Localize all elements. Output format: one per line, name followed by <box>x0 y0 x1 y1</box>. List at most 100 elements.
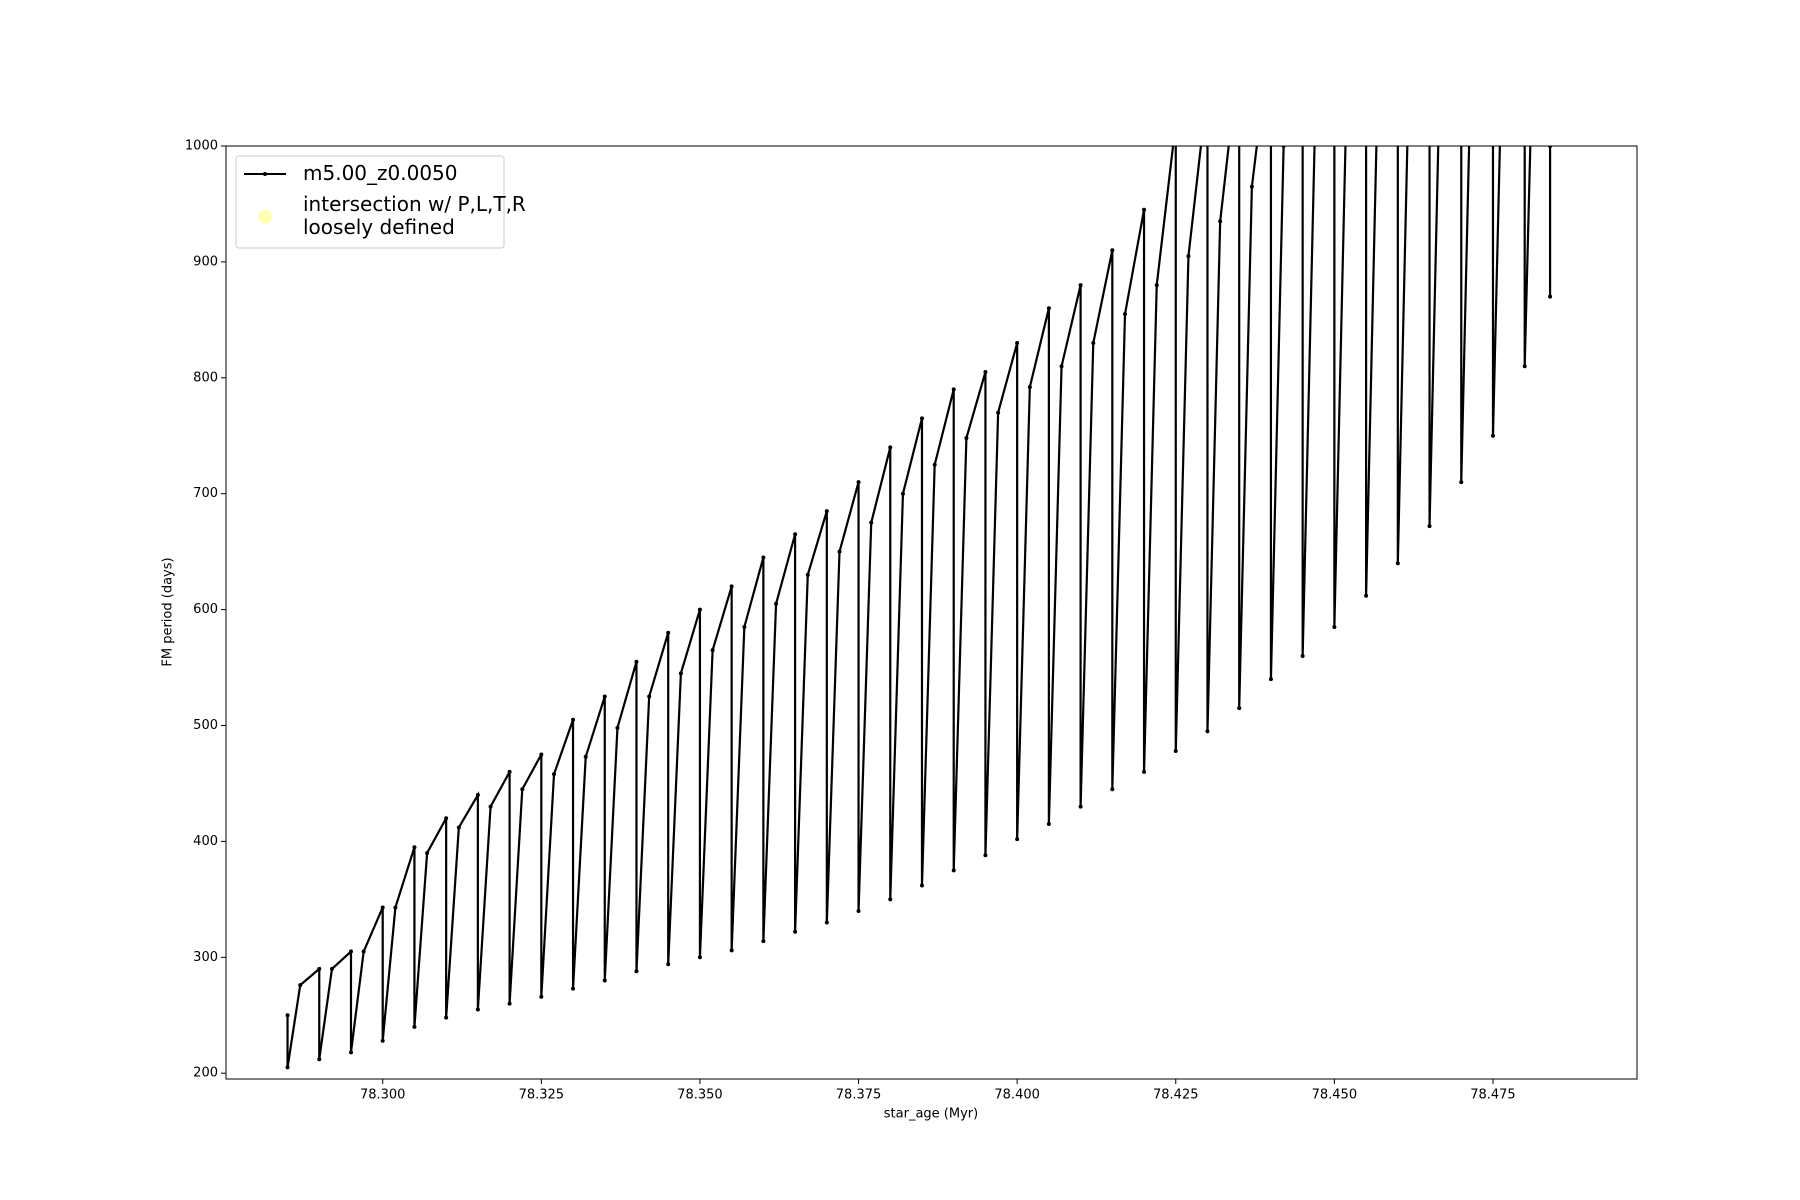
data-point <box>964 436 969 441</box>
y-tick-label: 600 <box>193 602 218 617</box>
data-point <box>1015 341 1020 346</box>
data-point <box>1364 593 1369 598</box>
x-axis-label: star_age (Myr) <box>884 1107 978 1122</box>
x-tick-label: 78.425 <box>1153 1088 1199 1103</box>
data-point <box>869 520 874 525</box>
data-point <box>900 491 905 496</box>
data-point <box>285 1013 290 1018</box>
data-point <box>1269 28 1273 32</box>
legend-label: intersection w/ P,L,T,R loosely defined <box>303 192 526 239</box>
data-point <box>996 410 1001 415</box>
data-point <box>1173 749 1178 754</box>
data-point <box>729 584 734 589</box>
x-tick-label: 78.450 <box>1312 1088 1358 1103</box>
data-line <box>286 146 1552 1068</box>
data-point <box>1186 254 1191 259</box>
data-point <box>666 962 671 967</box>
data-point <box>678 671 683 676</box>
data-point <box>1078 283 1083 288</box>
data-point <box>824 509 829 514</box>
data-point <box>1300 653 1305 658</box>
data-point <box>888 897 893 902</box>
data-point <box>729 948 734 953</box>
data-point <box>888 445 893 450</box>
data-point <box>1490 433 1495 438</box>
data-point <box>1046 822 1051 827</box>
data-point <box>983 370 988 375</box>
data-point <box>317 1057 322 1062</box>
data-point <box>1345 74 1349 78</box>
data-point <box>285 1065 290 1070</box>
data-point <box>412 845 417 850</box>
data-point <box>856 480 861 485</box>
data-point <box>793 929 798 934</box>
data-point <box>837 549 842 554</box>
data-point <box>1377 40 1381 44</box>
data-point <box>412 1024 417 1029</box>
data-point <box>507 1001 512 1006</box>
legend-box <box>235 155 505 249</box>
x-tick-label: 78.475 <box>1470 1088 1516 1103</box>
data-point <box>1015 837 1020 842</box>
data-point <box>634 659 639 664</box>
data-point <box>761 555 766 560</box>
y-tick-label: 500 <box>193 718 218 733</box>
data-point <box>1548 294 1553 299</box>
y-tick-label: 700 <box>193 486 218 501</box>
data-point <box>1091 341 1096 346</box>
y-tick-label: 200 <box>193 1066 218 1081</box>
legend: m5.00_z0.0050 intersection w/ P,L,T,R loos… <box>235 155 526 249</box>
data-point <box>1154 283 1159 288</box>
legend-label: m5.00_z0.0050 <box>303 161 458 185</box>
x-tick-label: 78.300 <box>360 1088 406 1103</box>
data-point <box>1459 480 1464 485</box>
data-point <box>1142 769 1147 774</box>
data-point <box>380 1038 385 1043</box>
data-point <box>615 725 620 730</box>
data-point <box>571 717 576 722</box>
data-point <box>475 1007 480 1012</box>
data-point <box>393 905 398 910</box>
data-point <box>329 966 334 971</box>
data-point <box>793 532 798 537</box>
data-point <box>425 850 430 855</box>
data-point <box>1237 706 1242 711</box>
data-point <box>380 905 385 910</box>
data-point <box>647 694 652 699</box>
x-tick-label: 78.325 <box>519 1088 565 1103</box>
data-point <box>1332 624 1337 629</box>
data-point <box>761 939 766 944</box>
data-point <box>1237 51 1241 55</box>
data-point <box>1110 787 1115 792</box>
data-point <box>1110 248 1115 253</box>
data-point <box>932 462 937 467</box>
data-point <box>983 853 988 858</box>
data-point <box>539 994 544 999</box>
data-point <box>317 966 322 971</box>
data-point <box>1059 364 1064 369</box>
axes-frame <box>225 145 1638 1080</box>
data-point <box>742 624 747 629</box>
data-point <box>348 949 353 954</box>
data-point <box>456 825 461 830</box>
data-point <box>1268 677 1273 682</box>
data-point <box>919 883 924 888</box>
data-point <box>919 416 924 421</box>
data-point <box>1027 385 1032 390</box>
data-point <box>1046 306 1051 311</box>
x-tick-label: 78.350 <box>677 1088 723 1103</box>
legend-marker <box>258 209 272 224</box>
data-point <box>602 978 607 983</box>
data-point <box>602 694 607 699</box>
data-point <box>710 648 715 653</box>
data-point <box>697 955 702 960</box>
data-point <box>1427 524 1432 529</box>
data-point <box>1218 219 1223 224</box>
data-point <box>539 752 544 757</box>
data-point <box>856 908 861 913</box>
data-point <box>571 986 576 991</box>
data-point <box>1174 121 1178 125</box>
data-point <box>1142 207 1147 212</box>
data-point <box>444 816 449 821</box>
data-point <box>774 601 779 606</box>
